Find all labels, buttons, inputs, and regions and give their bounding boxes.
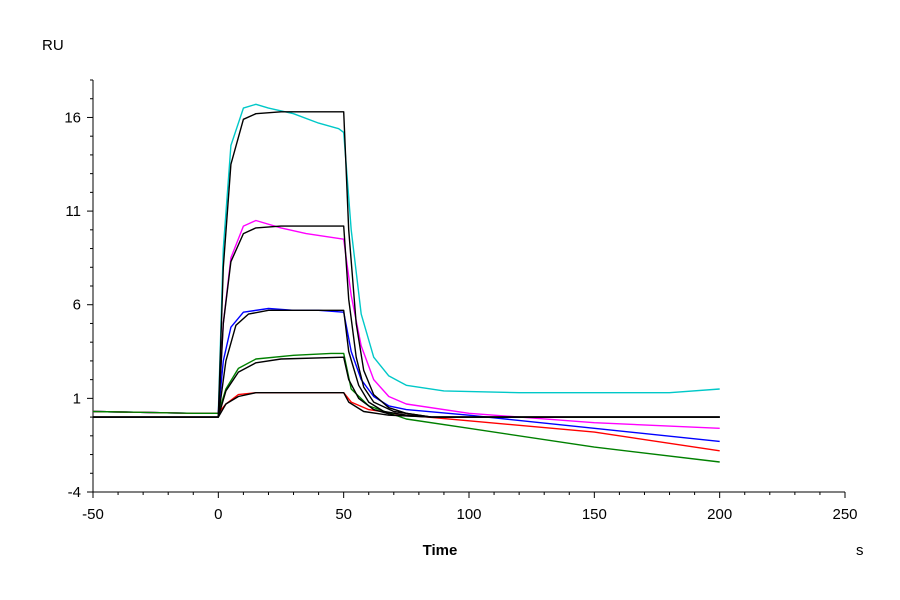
response-curve-2 [92, 307, 720, 443]
response-curve-4 [92, 352, 720, 463]
x-tick-label: 0 [214, 506, 222, 523]
response-curve-0 [92, 103, 720, 414]
y-tick-label: 16 [64, 109, 81, 126]
response-curve-3 [92, 392, 720, 452]
x-tick-label: 200 [707, 506, 732, 523]
fit-curve-6 [93, 225, 720, 418]
x-tick-label: 100 [456, 506, 481, 523]
fit-curve-7 [93, 309, 720, 418]
y-tick-label: -4 [68, 484, 81, 501]
x-tick-label: -50 [82, 506, 104, 523]
y-axis-label: RU [42, 37, 64, 54]
x-tick-label: 150 [582, 506, 607, 523]
y-tick-label: 1 [73, 390, 81, 407]
fit-curve-9 [93, 392, 720, 418]
x-axis-label: Time [423, 542, 458, 559]
series-group [92, 103, 720, 463]
x-tick-label: 50 [335, 506, 352, 523]
response-curve-1 [92, 219, 720, 429]
x-tick-label: 250 [832, 506, 857, 523]
x-axis-unit: s [856, 542, 864, 559]
y-tick-label: 6 [73, 297, 81, 314]
y-tick-label: 11 [65, 203, 81, 220]
fit-curve-8 [93, 356, 720, 418]
fit-curve-5 [93, 111, 720, 418]
